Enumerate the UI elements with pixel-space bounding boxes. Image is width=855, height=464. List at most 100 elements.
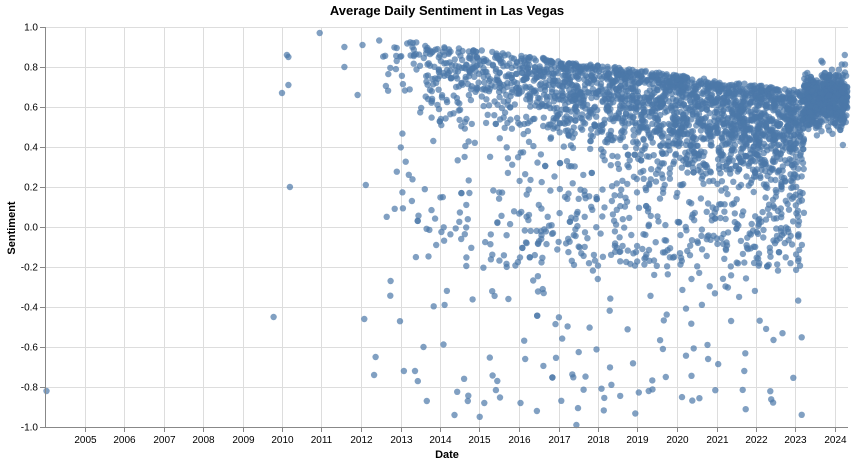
scatter-point	[581, 187, 588, 195]
scatter-point	[781, 134, 788, 141]
scatter-point	[527, 98, 534, 105]
scatter-point	[455, 63, 463, 70]
scatter-point	[746, 230, 753, 237]
scatter-point	[773, 232, 781, 240]
scatter-point	[609, 152, 616, 160]
scatter-point	[752, 169, 759, 176]
scatter-point	[565, 131, 572, 138]
scatter-point	[491, 83, 499, 90]
scatter-point	[424, 95, 432, 103]
scatter-point	[625, 151, 632, 158]
scatter-point	[574, 404, 582, 412]
scatter-point	[621, 224, 628, 231]
scatter-point	[629, 360, 637, 367]
scatter-point	[603, 107, 611, 114]
scatter-point	[563, 158, 571, 165]
scatter-point	[591, 121, 598, 128]
scatter-point	[796, 198, 803, 205]
scatter-point	[380, 53, 387, 60]
scatter-point	[523, 239, 530, 247]
scatter-point	[659, 175, 666, 182]
scatter-point	[647, 133, 655, 141]
scatter-point	[764, 172, 771, 180]
scatter-point	[660, 185, 667, 193]
scatter-point	[640, 175, 647, 182]
scatter-point	[832, 104, 839, 111]
scatter-point	[617, 136, 624, 144]
scatter-point	[784, 122, 791, 130]
x-tick-label: 2008	[192, 435, 215, 446]
scatter-point	[387, 292, 394, 299]
scatter-point	[727, 272, 735, 279]
scatter-point	[582, 105, 589, 112]
scatter-point	[640, 231, 647, 238]
scatter-point	[522, 355, 529, 363]
x-axis-title: Date	[435, 449, 459, 461]
scatter-point	[815, 111, 822, 118]
scatter-point	[751, 113, 759, 121]
scatter-point	[341, 43, 348, 51]
scatter-point	[689, 111, 696, 118]
scatter-point	[585, 260, 593, 267]
scatter-point	[543, 240, 550, 248]
scatter-point	[517, 399, 524, 407]
scatter-point	[819, 59, 826, 66]
scatter-point	[718, 187, 725, 194]
scatter-point	[461, 125, 468, 132]
scatter-point	[581, 120, 589, 127]
scatter-point	[496, 394, 504, 401]
scatter-point	[458, 235, 465, 243]
scatter-point	[456, 209, 464, 216]
scatter-point	[660, 121, 667, 128]
scatter-point	[500, 252, 508, 259]
scatter-point	[698, 226, 706, 233]
scatter-point	[619, 216, 626, 223]
scatter-point	[414, 377, 421, 385]
scatter-point	[43, 387, 50, 395]
scatter-point	[654, 117, 662, 124]
scatter-point	[384, 87, 392, 94]
scatter-point	[794, 232, 802, 239]
scatter-point	[570, 231, 577, 239]
scatter-point	[701, 161, 708, 168]
scatter-point	[399, 80, 407, 88]
scatter-point	[674, 218, 681, 226]
scatter-point	[554, 77, 562, 84]
scatter-point	[721, 208, 728, 215]
scatter-point	[598, 385, 605, 392]
scatter-point	[447, 231, 454, 238]
scatter-point	[736, 87, 743, 94]
scatter-point	[642, 67, 649, 75]
scatter-point	[664, 271, 671, 278]
scatter-point	[503, 144, 510, 151]
scatter-point	[743, 173, 750, 180]
scatter-point	[504, 119, 511, 127]
scatter-point	[476, 413, 483, 420]
scatter-point	[758, 166, 765, 174]
scatter-point	[748, 220, 755, 228]
scatter-point	[641, 261, 648, 268]
scatter-point	[286, 183, 294, 191]
scatter-point	[466, 189, 473, 197]
scatter-point	[747, 99, 755, 106]
scatter-point	[624, 326, 631, 333]
scatter-point	[553, 109, 560, 116]
scatter-point	[508, 80, 515, 87]
scatter-point	[507, 93, 514, 100]
scatter-point	[517, 57, 524, 65]
scatter-point	[484, 111, 491, 119]
scatter-point	[728, 147, 735, 154]
scatter-point	[626, 157, 633, 164]
scatter-point	[700, 180, 707, 187]
scatter-point	[543, 96, 551, 103]
scatter-point	[680, 180, 687, 188]
scatter-point	[519, 244, 526, 252]
scatter-point	[630, 132, 637, 139]
scatter-point	[455, 45, 463, 52]
scatter-point	[456, 218, 463, 225]
scatter-point	[534, 159, 541, 166]
scatter-point	[469, 296, 476, 303]
scatter-point	[552, 354, 560, 361]
scatter-point	[795, 297, 802, 304]
scatter-point	[398, 72, 406, 80]
